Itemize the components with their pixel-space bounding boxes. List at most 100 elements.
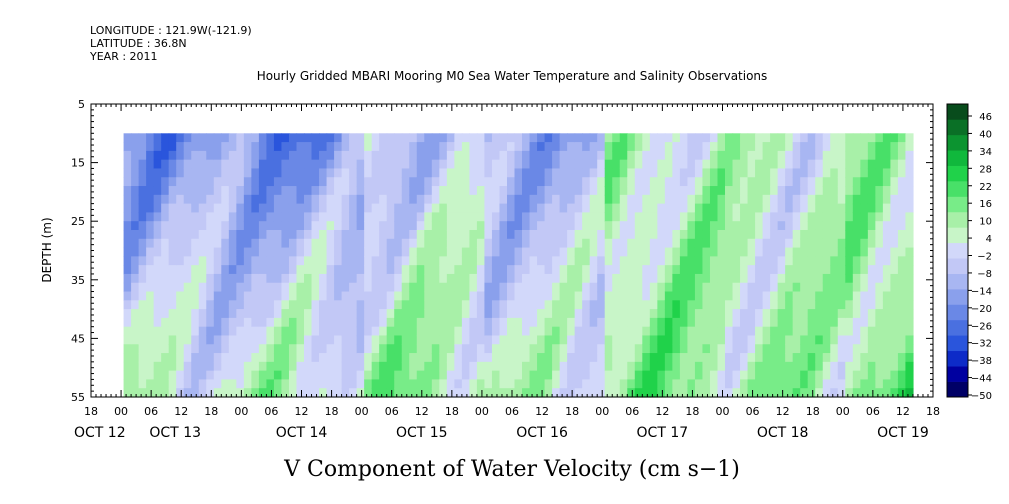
heatmap-cell [454,379,463,389]
heatmap-cell [349,273,358,284]
colorbar-swatch [947,150,968,166]
heatmap-cell [567,265,576,275]
heatmap-cell [747,282,756,293]
heatmap-cell [431,168,440,178]
heatmap-cell [619,361,628,372]
heatmap-cell [499,159,508,170]
heatmap-cell [131,247,140,257]
heatmap-cell [394,353,403,363]
heatmap-cell [491,326,501,337]
heatmap-cell [138,212,147,222]
heatmap-cell [288,186,298,196]
heatmap-cell [281,142,290,152]
heatmap-cell [379,133,388,143]
heatmap-cell [845,194,854,205]
heatmap-cell [709,361,719,372]
heatmap-cell [589,273,598,284]
heatmap-cell [755,159,764,170]
heatmap-cell [221,133,230,143]
heatmap-cell [634,353,643,363]
heatmap-cell [725,282,734,293]
heatmap-cell [491,361,501,372]
heatmap-cell [153,212,162,222]
heatmap-cell [597,221,606,231]
heatmap-cell [146,186,155,196]
heatmap-cell [672,273,681,284]
heatmap-cell [559,300,568,310]
heatmap-cell [725,344,734,354]
heatmap-cell [311,361,320,372]
heatmap-cell [341,317,350,328]
heatmap-cell [228,150,237,161]
heatmap-cell [582,133,591,143]
heatmap-cell [454,370,463,381]
heatmap-cell [785,291,794,301]
heatmap-cell [349,247,358,257]
heatmap-cell [597,388,606,398]
heatmap-cell [176,133,185,143]
heatmap-cell [725,317,734,328]
heatmap-cell [326,379,335,389]
colorbar-label: 28 [979,164,992,175]
heatmap-cell [394,238,403,249]
heatmap-cell [642,344,651,354]
heatmap-cell [379,221,388,231]
heatmap-cell [582,282,591,293]
heatmap-cell [356,229,365,240]
heatmap-cell [664,133,673,143]
heatmap-cell [905,177,914,187]
heatmap-cell [687,326,696,337]
heatmap-cell [401,273,410,284]
heatmap-cell [146,273,155,284]
heatmap-cell [905,273,914,284]
heatmap-cell [845,238,854,249]
heatmap-cell [379,291,388,301]
heatmap-cell [311,353,320,363]
heatmap-cell [183,247,192,257]
heatmap-cell [792,150,801,161]
heatmap-cell [484,388,493,398]
heatmap-cell [657,133,666,143]
heatmap-cell [439,353,448,363]
heatmap-cell [694,229,704,240]
heatmap-cell [386,238,395,249]
heatmap-cell [138,309,147,319]
heatmap-cell [642,150,651,161]
heatmap-cell [191,291,200,301]
heatmap-cell [349,150,358,161]
heatmap-cell [860,379,869,389]
heatmap-cell [785,335,794,345]
heatmap-cell [168,317,177,328]
heatmap-cell [206,344,215,354]
heatmap-cell [416,353,425,363]
heatmap-cell [288,265,298,275]
heatmap-cell [567,370,576,381]
heatmap-cell [657,291,666,301]
heatmap-cell [860,133,869,143]
heatmap-cell [875,247,884,257]
heatmap-cell [574,212,583,222]
heatmap-cell [221,150,230,161]
heatmap-cell [439,388,448,398]
heatmap-cell [326,361,335,372]
heatmap-cell [837,194,846,205]
heatmap-cell [409,335,418,345]
heatmap-cell [221,379,230,389]
heatmap-cell [807,159,816,170]
heatmap-cell [890,168,899,178]
heatmap-cell [213,212,222,222]
heatmap-cell [544,353,553,363]
heatmap-cell [672,388,681,398]
heatmap-cell [762,142,771,152]
heatmap-cell [506,317,516,328]
heatmap-cell [213,142,222,152]
heatmap-cell [349,379,358,389]
heatmap-cell [386,353,395,363]
heatmap-cell [589,265,598,275]
heatmap-cell [236,168,245,178]
heatmap-cell [589,326,598,337]
heatmap-cell [567,353,576,363]
heatmap-cell [649,238,658,249]
heatmap-cell [627,247,636,257]
heatmap-cell [589,238,598,249]
